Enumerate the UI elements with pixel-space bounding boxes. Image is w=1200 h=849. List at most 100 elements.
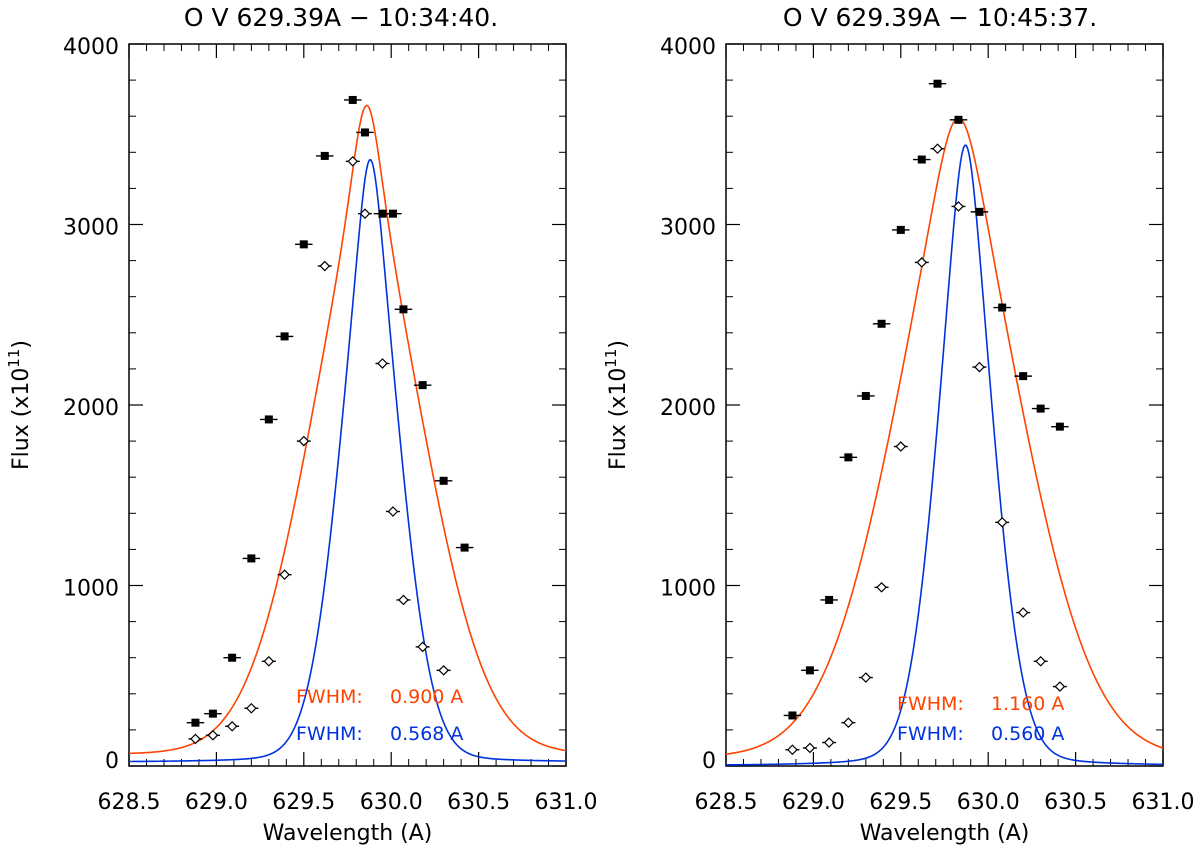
fwhm-label-broad: FWHM:	[897, 693, 964, 715]
data-point-square	[460, 543, 469, 552]
data-point-diamond	[377, 358, 388, 369]
x-tick-label: 629.5	[869, 790, 932, 815]
data-point-diamond	[279, 569, 290, 581]
data-point-square	[399, 305, 408, 314]
data-point-square	[320, 151, 329, 160]
x-tick-label: 628.5	[98, 790, 161, 815]
y-axis-label-suffix: )	[606, 340, 631, 349]
data-point-diamond	[417, 641, 429, 653]
y-tick-label: 4000	[63, 35, 119, 60]
data-point-diamond	[398, 594, 409, 606]
y-axis-label-prefix: Flux (x10	[606, 368, 631, 470]
data-point-diamond	[1035, 655, 1046, 667]
data-point-diamond	[916, 257, 928, 268]
data-point-square	[877, 319, 886, 328]
fwhm-value-narrow: 0.568 A	[390, 723, 463, 745]
x-tick-label: 628.5	[695, 790, 758, 815]
narrow-fit-curve	[726, 144, 1163, 766]
data-point-diamond	[823, 737, 835, 748]
right-panel: O V 629.39A − 10:45:37. 628.5 629.0 629.5 63…	[602, 3, 1194, 846]
data-point-square	[439, 476, 448, 485]
fwhm-value-broad: 1.160 A	[991, 693, 1064, 715]
left-panel: O V 629.39A − 10:34:40. 628.5 629.0 629.5 63…	[5, 3, 597, 846]
data-point-square	[228, 653, 237, 662]
fwhm-value-broad: 0.900 A	[390, 686, 463, 708]
fwhm-value-narrow: 0.560 A	[991, 723, 1064, 745]
x-tick-label: 630.5	[447, 790, 510, 815]
data-point-square	[360, 128, 369, 137]
data-point-square	[1036, 404, 1045, 413]
data-point-diamond	[298, 435, 310, 447]
data-point-square	[1055, 422, 1064, 431]
y-axis-label-exponent: 11	[5, 349, 23, 368]
y-tick-label: 0	[702, 749, 716, 774]
y-tick-label: 2000	[660, 396, 716, 421]
narrow-fit-curve	[129, 158, 566, 763]
x-tick-label: 630.0	[957, 790, 1020, 815]
data-point-square	[975, 207, 984, 216]
data-point-square	[280, 332, 289, 341]
data-point-diamond	[347, 155, 359, 167]
chart-title: O V 629.39A − 10:34:40.	[184, 3, 498, 32]
fwhm-label-broad: FWHM:	[296, 686, 363, 708]
y-axis-label: Flux (x1011)	[5, 340, 34, 470]
data-point-square	[954, 115, 963, 124]
data-point-square	[788, 711, 797, 720]
data-point-diamond	[207, 729, 219, 741]
y-axis-label: Flux (x1011)	[602, 340, 631, 470]
data-point-square	[208, 709, 217, 718]
data-point-diamond	[804, 742, 816, 754]
data-point-diamond	[226, 720, 238, 732]
fwhm-label-narrow: FWHM:	[296, 723, 363, 745]
data-point-diamond	[263, 655, 275, 667]
data-point-square	[191, 718, 200, 727]
x-tick-label: 631.0	[535, 790, 598, 815]
data-point-square	[378, 209, 387, 218]
y-tick-label: 1000	[660, 577, 716, 602]
data-point-square	[861, 391, 870, 400]
data-point-diamond	[932, 143, 943, 155]
data-point-square	[844, 453, 853, 462]
data-point-diamond	[387, 506, 399, 517]
y-axis-label-prefix: Flux (x10	[9, 368, 34, 470]
data-point-square	[388, 209, 397, 218]
y-tick-label: 4000	[660, 35, 716, 60]
data-point-square	[998, 303, 1007, 312]
data-point-square	[933, 79, 942, 88]
x-tick-label: 629.0	[185, 790, 248, 815]
data-point-square	[247, 554, 256, 563]
data-point-square	[825, 595, 834, 604]
x-tick-label: 629.0	[782, 790, 845, 815]
data-point-diamond	[787, 744, 798, 756]
data-point-square	[418, 381, 427, 390]
data-point-diamond	[974, 361, 985, 373]
y-tick-label: 3000	[660, 216, 716, 241]
y-tick-label: 3000	[63, 216, 119, 241]
fwhm-label-narrow: FWHM:	[897, 723, 964, 745]
data-point-square	[264, 415, 273, 424]
x-tick-label: 630.0	[360, 790, 423, 815]
data-point-square	[917, 155, 926, 164]
y-axis-label-suffix: )	[9, 340, 34, 349]
y-tick-label: 2000	[63, 396, 119, 421]
y-tick-label: 0	[105, 749, 119, 774]
data-point-square	[348, 95, 357, 104]
data-point-diamond	[190, 733, 201, 745]
data-point-diamond	[996, 516, 1008, 528]
y-axis-label-exponent: 11	[602, 349, 620, 368]
x-tick-label: 629.5	[272, 790, 335, 815]
data-point-diamond	[953, 201, 964, 212]
x-axis-label: Wavelength (A)	[263, 821, 433, 846]
x-tick-label: 631.0	[1132, 790, 1195, 815]
data-point-diamond	[359, 208, 371, 220]
data-point-square	[1019, 372, 1028, 381]
data-point-diamond	[876, 581, 887, 593]
data-point-diamond	[1054, 681, 1066, 692]
plot-frame	[128, 43, 567, 767]
y-tick-label: 1000	[63, 577, 119, 602]
x-tick-label: 630.5	[1044, 790, 1107, 815]
data-point-diamond	[319, 260, 331, 272]
data-point-diamond	[843, 717, 854, 729]
data-point-diamond	[860, 672, 872, 683]
